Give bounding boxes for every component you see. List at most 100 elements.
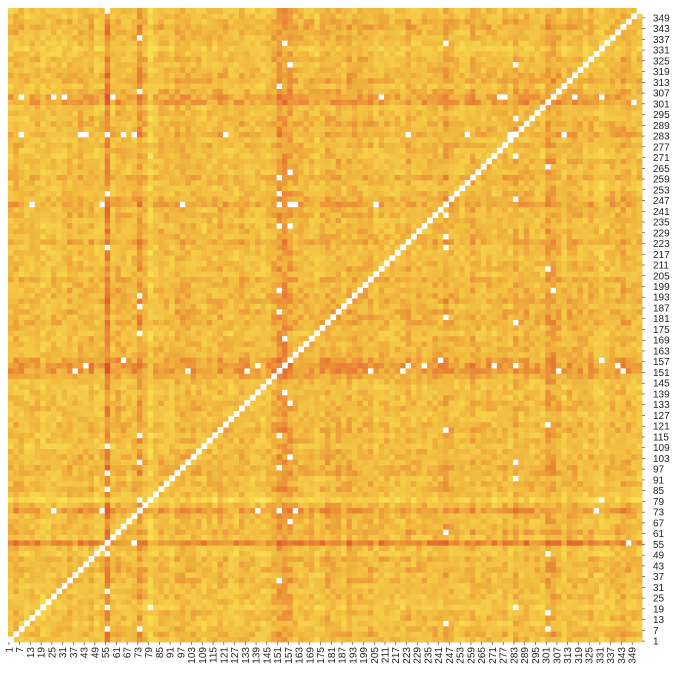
heatmap-cell	[620, 539, 627, 546]
heatmap-cell	[110, 480, 116, 487]
heatmap-cell	[29, 631, 36, 638]
heatmap-cell	[491, 593, 498, 600]
heatmap-cell	[604, 475, 611, 482]
heatmap-cell	[8, 625, 14, 632]
heatmap-cell	[34, 437, 41, 444]
heatmap-cell	[308, 513, 315, 519]
heatmap-cell	[83, 443, 89, 449]
heatmap-cell	[373, 556, 380, 562]
heatmap-cell	[405, 486, 412, 492]
heatmap-cell	[174, 518, 181, 525]
heatmap-cell	[373, 550, 380, 557]
heatmap-cell	[314, 545, 321, 552]
heatmap-cell	[346, 572, 353, 578]
heatmap-cell	[572, 475, 578, 482]
heatmap-cell	[24, 539, 30, 546]
heatmap-cell	[260, 491, 267, 498]
heatmap-cell	[410, 464, 417, 471]
heatmap-cell	[625, 523, 632, 530]
heatmap-cell	[34, 421, 41, 428]
heatmap-cell	[239, 604, 245, 611]
heatmap-cell	[67, 491, 73, 498]
heatmap-cell	[502, 416, 509, 423]
heatmap-cell	[599, 572, 605, 578]
heatmap-cell	[389, 410, 396, 417]
heatmap-cell	[110, 620, 116, 627]
heatmap-cell	[174, 480, 181, 487]
heatmap-cell	[620, 448, 627, 455]
heatmap-cell	[389, 427, 396, 433]
heatmap-cell	[636, 599, 643, 605]
heatmap-cell	[486, 631, 492, 638]
heatmap-cell	[298, 432, 304, 439]
heatmap-cell	[421, 545, 428, 552]
heatmap-cell	[394, 588, 401, 595]
heatmap-cell	[615, 507, 621, 514]
heatmap-cell	[255, 582, 261, 589]
heatmap-cell	[410, 443, 417, 449]
heatmap-cell	[163, 615, 170, 621]
heatmap-cell	[104, 631, 111, 638]
heatmap-cell	[480, 572, 487, 578]
heatmap-cell	[110, 609, 116, 616]
heatmap-cell	[244, 502, 251, 509]
heatmap-cell	[174, 566, 181, 573]
heatmap-cell	[394, 615, 401, 621]
heatmap-cell	[443, 518, 449, 525]
heatmap-cell	[351, 427, 358, 433]
heatmap-cell	[518, 615, 525, 621]
heatmap-cell	[523, 443, 530, 449]
heatmap-cell	[217, 588, 224, 595]
heatmap-cell	[99, 480, 106, 487]
heatmap-cell	[609, 507, 616, 514]
heatmap-cell	[136, 604, 143, 611]
heatmap-cell	[335, 534, 342, 541]
heatmap-cell	[437, 491, 444, 498]
heatmap-cell	[351, 556, 358, 562]
heatmap-cell	[8, 513, 14, 519]
heatmap-cell	[56, 561, 63, 568]
heatmap-cell	[126, 529, 132, 535]
heatmap-cell	[271, 518, 278, 525]
heatmap-cell	[131, 577, 138, 584]
heatmap-cell	[378, 427, 385, 433]
heatmap-cell	[45, 496, 52, 503]
heatmap-cell	[491, 550, 498, 557]
heatmap-cell	[480, 475, 487, 482]
heatmap-cell	[319, 566, 326, 573]
heatmap-cell	[636, 615, 643, 621]
heatmap-cell	[443, 470, 449, 476]
heatmap-cell	[115, 550, 122, 557]
heatmap-cell	[625, 636, 632, 643]
heatmap-cell	[136, 636, 143, 643]
heatmap-cell	[34, 572, 41, 578]
heatmap-cell	[72, 486, 79, 492]
heatmap-cell	[631, 518, 638, 525]
heatmap-cell	[120, 502, 127, 509]
heatmap-cell	[110, 410, 116, 417]
heatmap-cell	[448, 464, 455, 471]
heatmap-cell	[56, 615, 63, 621]
heatmap-cell	[303, 470, 310, 476]
heatmap-cell	[126, 464, 132, 471]
heatmap-cell	[453, 410, 460, 417]
heatmap-cell	[185, 636, 192, 643]
heatmap-cell	[362, 427, 369, 433]
heatmap-cell	[480, 459, 487, 466]
heatmap-cell	[174, 453, 181, 460]
heatmap-cell	[378, 443, 385, 449]
heatmap-cell	[228, 625, 235, 632]
heatmap-cell	[636, 432, 643, 439]
heatmap-cell	[599, 443, 605, 449]
heatmap-cell	[319, 545, 326, 552]
heatmap-cell	[470, 470, 476, 476]
heatmap-cell	[260, 561, 267, 568]
heatmap-cell	[153, 539, 159, 546]
heatmap-cell	[13, 443, 20, 449]
heatmap-cell	[443, 599, 449, 605]
heatmap-cell	[298, 582, 304, 589]
heatmap-cell	[244, 625, 251, 632]
heatmap-cell	[513, 502, 519, 509]
heatmap-cell	[475, 625, 482, 632]
heatmap-cell	[147, 421, 154, 428]
